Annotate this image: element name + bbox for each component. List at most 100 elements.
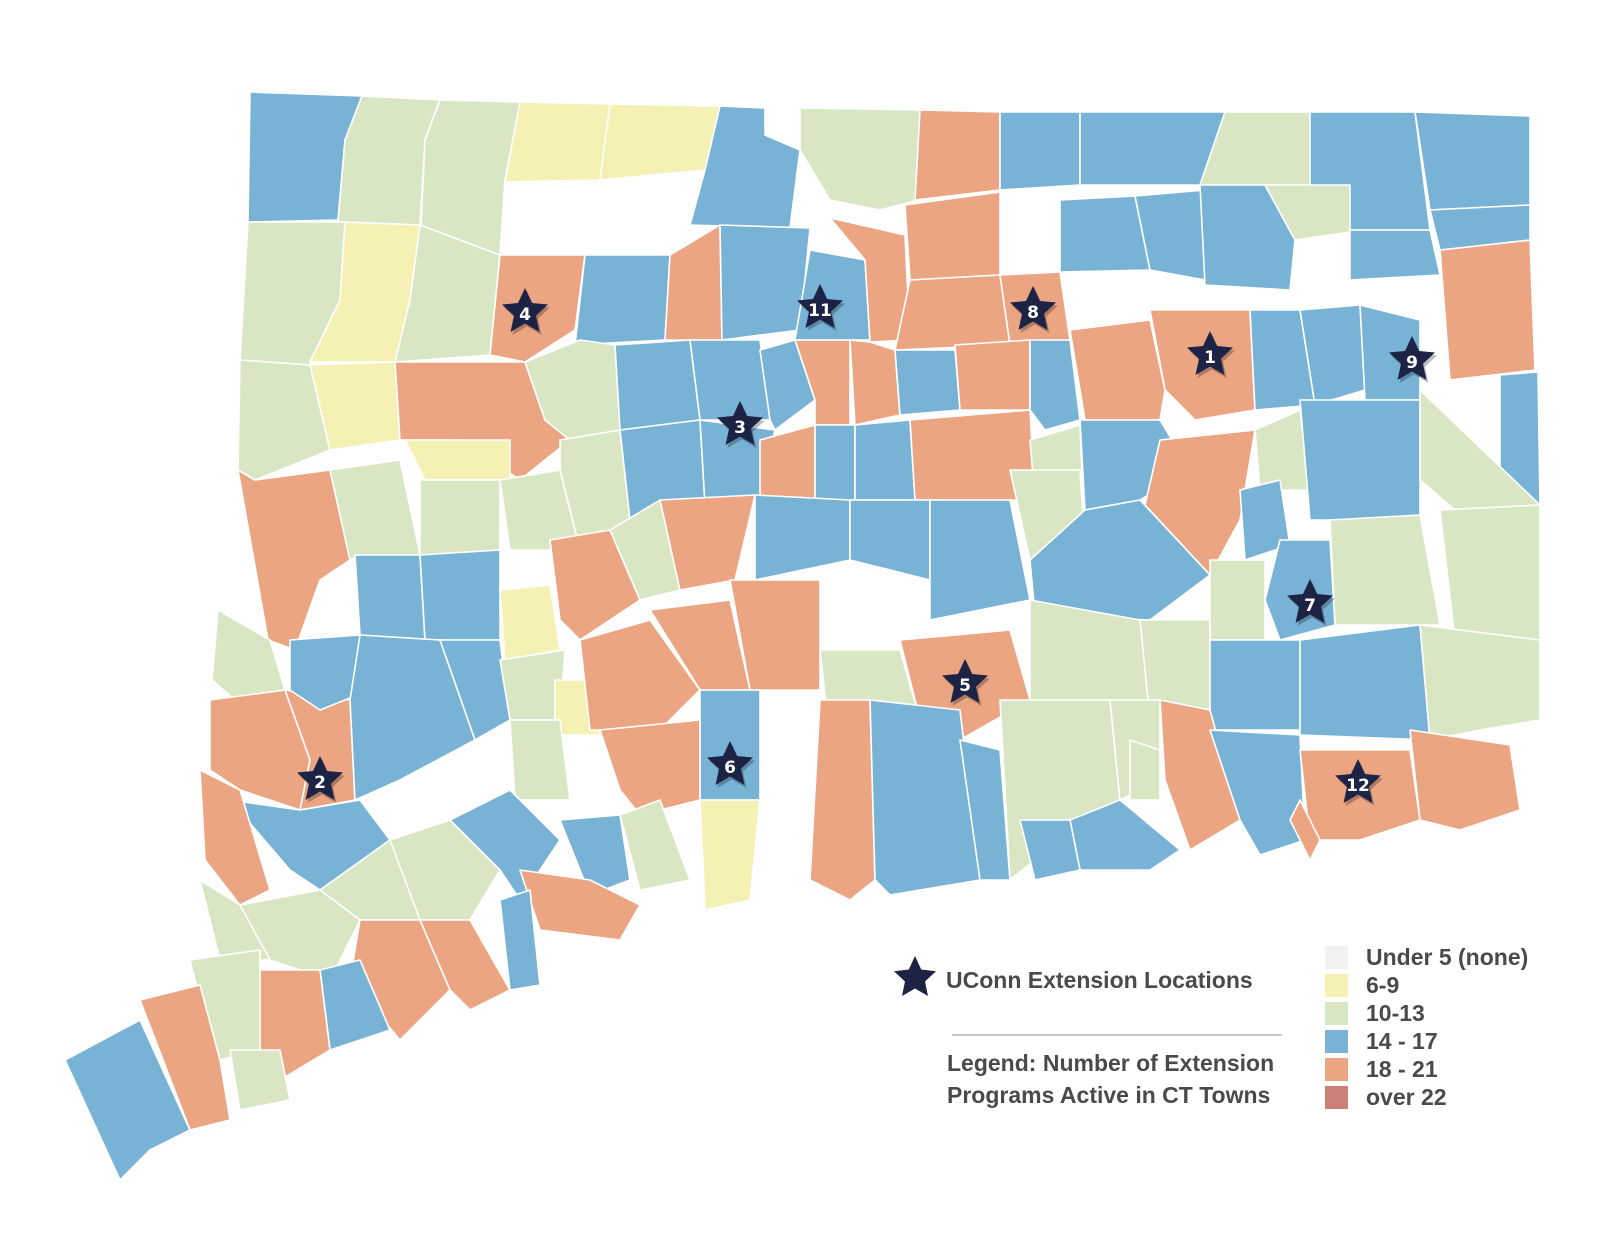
- legend-item-label: 18 - 21: [1366, 1056, 1438, 1082]
- extension-location-8[interactable]: 8: [1010, 286, 1058, 333]
- town-region: [1209, 559, 1266, 641]
- star-icon: [942, 659, 988, 703]
- location-number: 12: [1346, 776, 1370, 796]
- town-region: [419, 479, 501, 556]
- star-icon: [707, 741, 753, 785]
- town-region: [854, 419, 916, 501]
- location-number: 2: [314, 773, 326, 793]
- town-region: [894, 274, 1011, 351]
- town-region: [619, 799, 691, 891]
- legend-item-label: over 22: [1366, 1084, 1447, 1110]
- town-region: [237, 359, 331, 481]
- town-region: [1029, 339, 1081, 431]
- location-number: 1: [1204, 348, 1216, 368]
- town-region: [1409, 729, 1521, 831]
- town-region: [1159, 699, 1241, 851]
- town-region: [419, 549, 501, 641]
- town-region: [914, 109, 1001, 201]
- town-region: [574, 254, 671, 346]
- town-region: [689, 339, 771, 421]
- town-region: [1349, 229, 1441, 281]
- legend-item-label: 10-13: [1366, 1000, 1425, 1026]
- town-region: [1144, 429, 1256, 576]
- town-region: [389, 819, 501, 921]
- town-region: [509, 719, 571, 801]
- legend-locations-label: UConn Extension Locations: [946, 967, 1253, 993]
- town-region: [1019, 819, 1081, 881]
- town-region: [1129, 739, 1161, 801]
- town-region: [904, 191, 1001, 281]
- town-region: [1329, 514, 1441, 626]
- extension-location-1[interactable]: 1: [1187, 331, 1235, 378]
- town-region: [1299, 399, 1421, 521]
- town-region: [799, 107, 921, 211]
- town-region: [1419, 624, 1541, 741]
- town-region: [549, 529, 641, 641]
- town-region: [519, 869, 641, 941]
- town-region: [1209, 729, 1306, 856]
- town-region: [954, 339, 1031, 411]
- town-region: [849, 339, 901, 426]
- legend-swatch: [1325, 1086, 1348, 1109]
- extension-location-3[interactable]: 3: [717, 401, 765, 448]
- location-number: 5: [959, 676, 971, 696]
- legend-swatch: [1325, 1002, 1348, 1025]
- legend-swatch: [1325, 1030, 1348, 1053]
- town-region: [1289, 799, 1321, 861]
- town-region: [729, 579, 821, 691]
- star-icon: [297, 756, 343, 800]
- extension-location-11[interactable]: 11: [797, 284, 845, 331]
- town-region: [1264, 539, 1336, 641]
- town-region: [599, 103, 721, 181]
- town-region: [499, 889, 541, 991]
- legend-swatch: [1325, 1058, 1348, 1081]
- town-region: [419, 919, 511, 1011]
- star-icon: [502, 288, 548, 332]
- extension-location-4[interactable]: 4: [502, 288, 550, 335]
- town-region: [599, 719, 701, 816]
- extension-location-2[interactable]: 2: [297, 756, 345, 803]
- star-icon: [717, 401, 763, 445]
- town-regions: [64, 91, 1541, 1181]
- town-region: [1069, 319, 1166, 421]
- legend-title-line1: Legend: Number of Extension: [947, 1050, 1274, 1076]
- extension-location-6[interactable]: 6: [707, 741, 755, 788]
- town-region: [229, 1049, 291, 1111]
- town-region: [759, 339, 816, 431]
- town-region: [394, 224, 501, 363]
- town-region: [1209, 639, 1301, 731]
- town-region: [894, 349, 961, 416]
- town-region: [237, 469, 351, 651]
- town-region: [689, 105, 801, 229]
- location-number: 9: [1406, 353, 1418, 373]
- extension-location-9[interactable]: 9: [1389, 336, 1437, 383]
- town-region: [1439, 504, 1541, 641]
- town-region: [1199, 184, 1296, 291]
- town-region: [64, 1019, 191, 1181]
- legend-item-label: 6-9: [1366, 972, 1399, 998]
- extension-location-12[interactable]: 12: [1335, 759, 1383, 806]
- star-icon: [1389, 336, 1435, 380]
- town-region: [199, 879, 271, 961]
- extension-location-7[interactable]: 7: [1287, 579, 1335, 626]
- extension-location-5[interactable]: 5: [942, 659, 990, 706]
- town-region: [719, 224, 811, 341]
- town-region: [849, 499, 931, 581]
- legend-title-line2: Programs Active in CT Towns: [947, 1082, 1270, 1108]
- location-number: 8: [1027, 303, 1039, 323]
- town-region: [814, 424, 856, 501]
- town-region: [754, 494, 851, 581]
- town-region: [1429, 204, 1531, 251]
- town-region: [199, 769, 271, 906]
- town-region: [664, 224, 723, 341]
- star-icon: [1287, 579, 1333, 623]
- town-region: [499, 584, 561, 661]
- town-region: [999, 111, 1081, 191]
- town-region: [139, 984, 231, 1131]
- town-region: [929, 499, 1031, 621]
- town-region: [1299, 624, 1431, 741]
- location-number: 6: [724, 758, 736, 778]
- town-region: [1414, 111, 1531, 211]
